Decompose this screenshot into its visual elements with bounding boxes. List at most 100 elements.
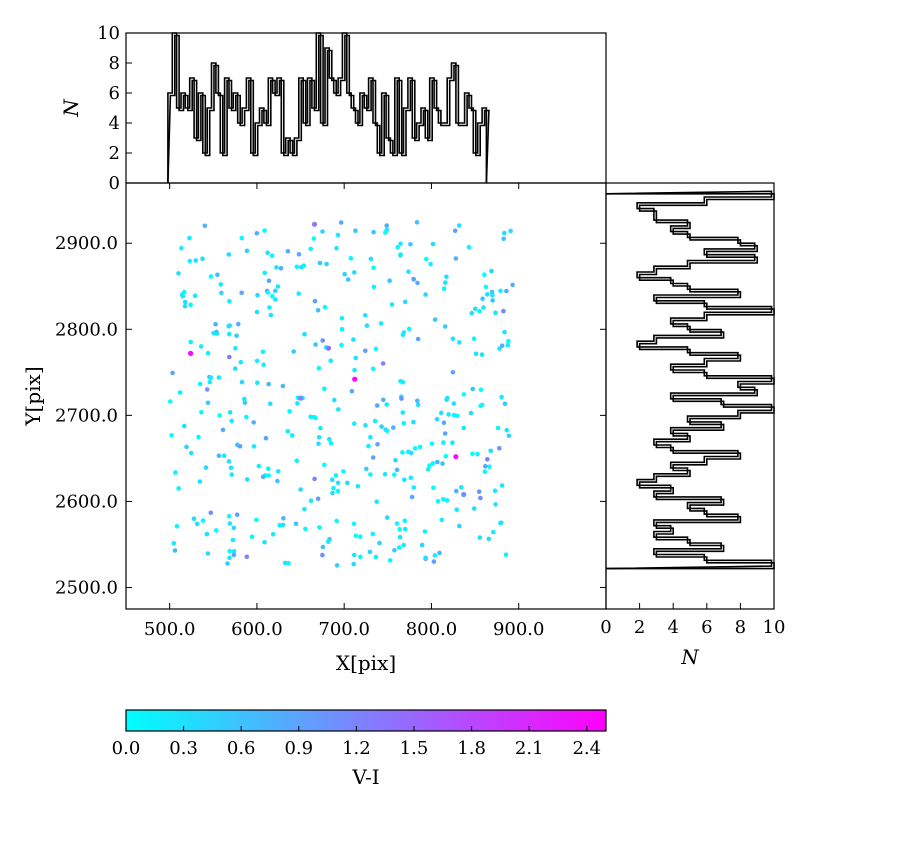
scatter-point [406,269,411,275]
scatter-point [451,412,457,418]
scatter-point [441,286,447,292]
scatter-point [316,441,321,447]
scatter-point [377,540,382,546]
scatter-point [322,386,327,392]
scatter-point [371,265,376,271]
scatter-point [453,256,459,261]
right-histogram-x-tick-label: 4 [667,617,678,638]
scatter-point [441,440,446,445]
scatter-point [219,290,224,296]
scatter-point [214,528,219,533]
scatter-point [317,525,322,530]
scatter-point [414,220,420,225]
scatter-point [282,560,288,566]
top-histogram-frame [125,32,607,184]
scatter-point [499,483,505,488]
scatter-point [199,410,204,415]
scatter-point [351,337,356,342]
scatter-point [281,516,286,521]
scatter-point [402,518,408,523]
scatter-point [262,270,268,276]
scatter-point [208,510,214,516]
scatter-point [461,392,467,397]
scatter-point [335,480,341,486]
scatter-point [501,308,506,314]
scatter-point [495,425,501,431]
scatter-point [263,435,269,441]
right-histogram-x-tick-label: 10 [763,617,786,638]
scatter-point [239,379,245,385]
scatter-point-highlight [325,345,332,351]
scatter-point [200,256,205,262]
scatter-point [457,523,462,529]
scatter-point [402,299,408,305]
colorbar-tick-label: 0.9 [284,738,313,759]
scatter-point [308,498,314,504]
scatter-point [429,441,435,447]
scatter-x-tick-label: 800.0 [406,619,458,640]
colorbar-tick-label: 2.4 [572,738,601,759]
scatter-point [498,288,503,294]
scatter-point [269,253,275,258]
scatter-point [415,402,421,408]
scatter-point [262,228,267,233]
scatter-point [232,366,238,371]
scatter-point [261,362,266,368]
scatter-point [427,463,432,468]
scatter-point [398,241,403,247]
scatter-point [338,220,344,225]
scatter-points [168,220,515,568]
scatter-point [336,407,341,412]
scatter-point [316,366,322,371]
scatter-point [287,409,292,414]
scatter-point [221,453,227,459]
scatter-point [430,241,436,247]
top-histogram-y-tick-label: 6 [109,83,120,104]
scatter-x-tick-label: 700.0 [318,619,370,640]
scatter-point [482,469,488,475]
colorbar-ticks: 0.0 0.3 0.6 0.9 1.2 1.5 1.8 2.1 2.4 [112,726,601,759]
scatter-point [431,485,436,491]
scatter-point [244,414,249,420]
scatter-point [395,245,401,250]
scatter-point [468,410,474,416]
scatter-point [483,464,488,469]
scatter-point [446,412,451,417]
scatter-point [213,321,218,327]
scatter-point [490,298,495,303]
scatter-point [172,548,178,553]
scatter-point [480,296,485,302]
colorbar-label: V-I [351,765,379,789]
scatter-point [176,486,181,491]
scatter-point [171,541,177,546]
scatter-point [351,561,357,567]
scatter-point [353,228,358,233]
scatter-point [237,444,243,449]
scatter-point [303,526,308,532]
scatter-point [216,453,222,459]
scatter-point [266,473,272,478]
scatter-point [205,350,211,356]
scatter-point [502,401,508,407]
scatter-point [475,451,480,457]
scatter-point [226,459,232,464]
scatter-point [266,278,272,284]
scatter-point [332,397,337,403]
scatter-point [470,386,476,392]
scatter-point [454,507,460,512]
scatter-point [466,244,472,250]
scatter-point [294,458,300,464]
top-histogram-outline-inner [167,34,490,184]
top-histogram-y-tick-label: 8 [109,53,120,74]
scatter-point [339,342,344,348]
colorbar: 0.0 0.3 0.6 0.9 1.2 1.5 1.8 2.1 2.4 V-I [112,709,607,789]
scatter-point [409,494,415,500]
scatter-point [184,444,189,450]
scatter-point [312,476,317,482]
scatter-point [318,425,323,431]
scatter-point [389,302,395,307]
scatter-point [352,421,357,426]
scatter-point [362,313,368,318]
scatter-point [342,271,348,277]
scatter-point [254,517,259,523]
